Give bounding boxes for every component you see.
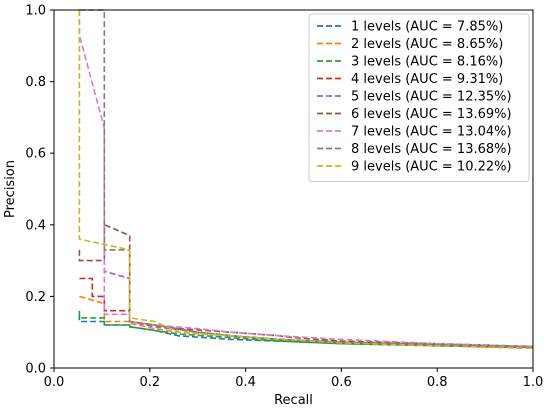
ticks-layer: 0.0 0.2 0.4 0.6 0.8 1.0 0.0 0.2 0.4 0.6 0.8 1.0 — [25, 4, 543, 391]
y-tick-label: 0.8 — [25, 75, 46, 90]
y-tick-label: 0.0 — [25, 362, 46, 377]
legend-label-3: 3 levels (AUC = 8.16%) — [351, 55, 503, 70]
legend-label-5: 5 levels (AUC = 12.35%) — [351, 90, 512, 105]
legend-label-4: 4 levels (AUC = 9.31%) — [351, 72, 503, 87]
x-tick-label: 0.0 — [44, 375, 65, 390]
x-tick-label: 1.0 — [523, 375, 544, 390]
series-line-6 — [78, 223, 534, 348]
x-tick-label: 0.6 — [331, 375, 352, 390]
y-tick-label: 0.6 — [25, 147, 46, 162]
y-tick-label: 0.2 — [25, 290, 46, 305]
legend-label-6: 6 levels (AUC = 13.69%) — [351, 107, 512, 122]
legend-label-1: 1 levels (AUC = 7.85%) — [351, 20, 503, 35]
x-tick-label: 0.4 — [235, 375, 256, 390]
series-line-3 — [78, 310, 534, 349]
legend-box — [308, 13, 530, 182]
y-tick-label: 1.0 — [25, 4, 46, 19]
x-axis-label: Recall — [274, 393, 313, 408]
series-line-7 — [78, 10, 534, 348]
y-axis-label: Precision — [3, 160, 18, 218]
legend-label-9: 9 levels (AUC = 10.22%) — [351, 160, 512, 175]
series-line-9 — [78, 10, 534, 350]
series-line-4 — [79, 277, 534, 348]
y-tick-label: 0.4 — [25, 218, 46, 233]
plot-frame — [53, 9, 534, 369]
legend: 1 levels (AUC = 7.85%) 2 levels (AUC = 8.… — [308, 13, 530, 182]
legend-label-8: 8 levels (AUC = 13.68%) — [351, 142, 512, 157]
series-layer — [78, 9, 534, 350]
x-tick-label: 0.2 — [139, 375, 160, 390]
legend-label-2: 2 levels (AUC = 8.65%) — [351, 37, 503, 52]
legend-label-7: 7 levels (AUC = 13.04%) — [351, 125, 512, 140]
series-line-5 — [103, 249, 534, 348]
x-tick-label: 0.8 — [427, 375, 448, 390]
